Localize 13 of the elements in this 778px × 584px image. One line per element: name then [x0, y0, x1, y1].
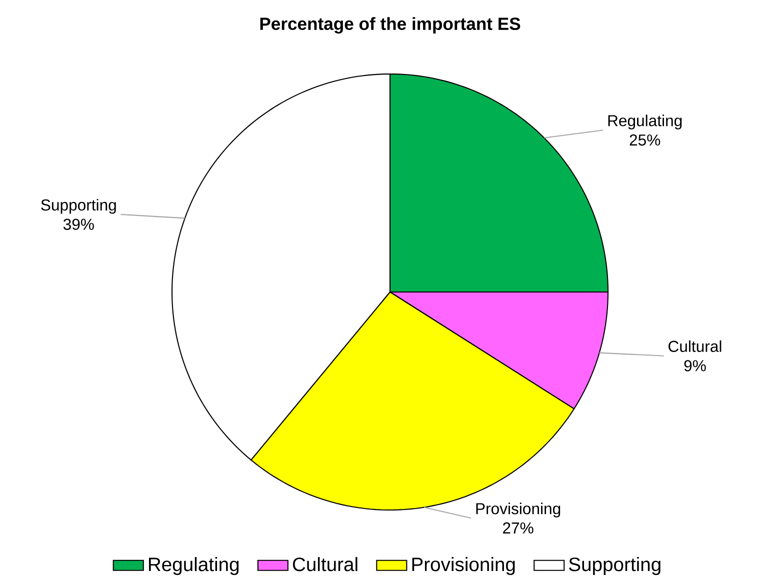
slice-label: Supporting: [41, 198, 116, 214]
data-label: 9%: [684, 360, 706, 372]
data-label: 25%: [630, 134, 660, 146]
legend-label: Provisioning: [412, 557, 515, 576]
legend-label: Cultural: [292, 557, 358, 572]
slice-label: Cultural: [668, 340, 722, 352]
slice-label: Regulating: [608, 114, 682, 130]
legend-label: Regulating: [149, 557, 239, 576]
data-label: 27%: [503, 522, 534, 534]
data-label: 39%: [63, 218, 94, 230]
legend-label: Supporting: [569, 557, 660, 576]
chart-title: Percentage of the important ES: [260, 17, 520, 34]
slice-label: Provisioning: [476, 502, 560, 518]
